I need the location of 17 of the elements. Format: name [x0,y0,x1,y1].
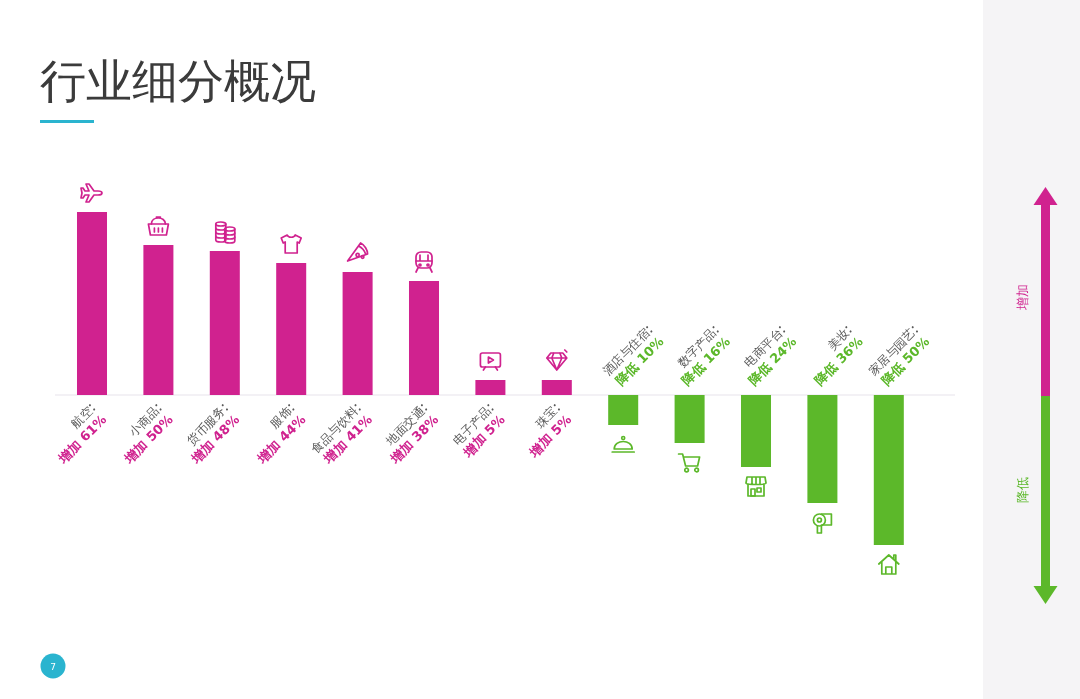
bar [608,395,639,425]
bar [807,395,838,503]
bar [143,245,174,395]
bar [475,380,506,395]
bar [740,395,772,467]
bar [76,212,108,395]
bar [873,395,904,545]
bar [276,263,307,395]
text: 增加 [1015,284,1030,311]
bar [541,380,572,395]
bar [209,251,240,395]
chart-title: 行业细分概况 [40,54,316,108]
bar [342,272,373,395]
text: 7 [50,661,56,672]
text: 降低 [1015,477,1030,503]
bar [674,395,705,443]
bar [408,281,440,395]
